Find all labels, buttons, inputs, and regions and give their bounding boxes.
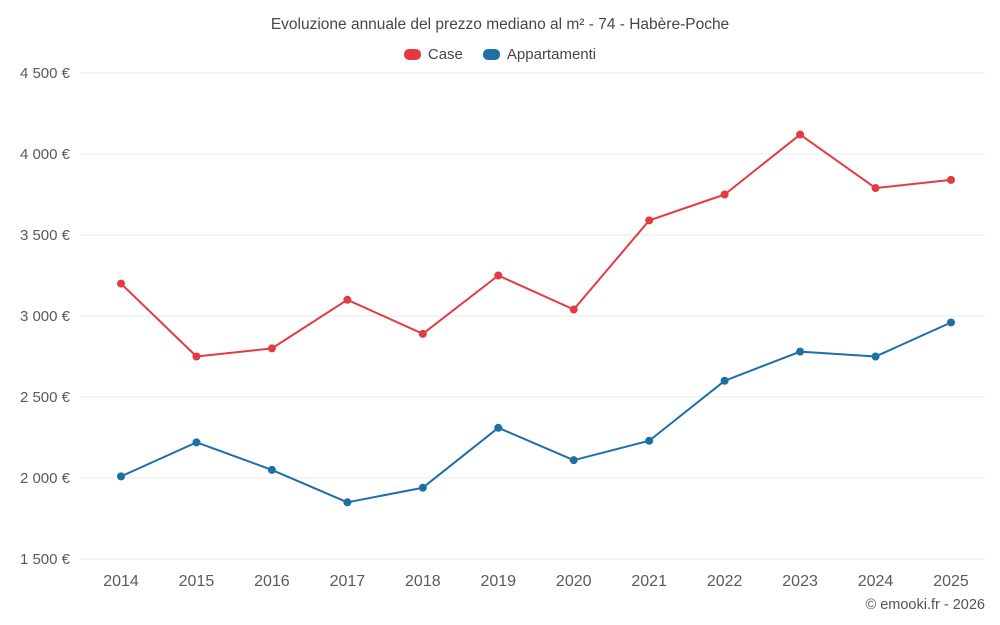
appartamenti-point <box>192 438 201 447</box>
case-line <box>120 133 952 358</box>
case-point <box>947 175 955 184</box>
case-point <box>871 184 880 193</box>
case-point <box>117 279 125 288</box>
y-axis-tick-label: 4 500 € <box>20 65 71 82</box>
appartamenti-point <box>947 318 955 327</box>
appartamenti-point <box>569 456 578 465</box>
appartamenti-point <box>418 483 427 492</box>
appartamenti-point <box>117 472 125 481</box>
x-axis-tick-label: 2015 <box>179 573 215 590</box>
appartamenti-point <box>267 465 276 474</box>
y-axis-tick-label: 2 500 € <box>20 389 71 406</box>
chart-title: Evoluzione annuale del prezzo mediano al… <box>270 16 730 33</box>
copyright-text: © emooki.fr - 2026 <box>865 597 985 613</box>
appartamenti-point <box>871 352 880 361</box>
x-axis-tick-label: 2025 <box>933 573 969 590</box>
case-point <box>267 344 276 353</box>
case-point <box>720 190 729 199</box>
case-series-label: Case <box>427 46 463 63</box>
chart-legend: Case Appartamenti <box>0 46 1000 63</box>
case-point <box>418 329 427 338</box>
appartamenti-point <box>343 498 352 507</box>
case-series-swatch <box>403 49 421 60</box>
appartamenti-series-swatch <box>482 49 500 60</box>
x-axis-tick-label: 2021 <box>631 573 667 590</box>
x-axis-tick-label: 2019 <box>480 573 516 590</box>
case-point <box>796 130 805 139</box>
y-axis-tick-label: 3 500 € <box>20 227 71 244</box>
x-axis-tick-label: 2018 <box>405 573 441 590</box>
appartamenti-point <box>796 347 805 356</box>
case-point <box>494 271 503 280</box>
y-axis-tick-label: 4 000 € <box>20 146 71 163</box>
legend-item-appartamenti[interactable]: Appartamenti <box>482 46 597 63</box>
x-axis-tick-label: 2014 <box>103 573 139 590</box>
x-axis-tick-label: 2017 <box>330 573 366 590</box>
case-point <box>192 352 201 361</box>
legend-item-case[interactable]: Case <box>403 46 463 63</box>
appartamenti-point <box>645 436 654 445</box>
x-axis-tick-label: 2022 <box>707 573 743 590</box>
x-axis-tick-label: 2020 <box>556 573 592 590</box>
appartamenti-point <box>720 376 729 385</box>
appartamenti-line <box>120 321 952 504</box>
x-axis-tick-label: 2016 <box>254 573 290 590</box>
case-point <box>343 295 352 304</box>
x-axis-tick-label: 2024 <box>858 573 894 590</box>
x-axis-tick-label: 2023 <box>782 573 818 590</box>
y-axis-tick-label: 2 000 € <box>20 470 71 487</box>
appartamenti-point <box>494 423 503 432</box>
case-point <box>645 216 654 225</box>
case-point <box>569 305 578 314</box>
y-axis-tick-label: 1 500 € <box>20 551 71 568</box>
y-axis-tick-label: 3 000 € <box>20 308 71 325</box>
appartamenti-series-label: Appartamenti <box>506 46 597 63</box>
